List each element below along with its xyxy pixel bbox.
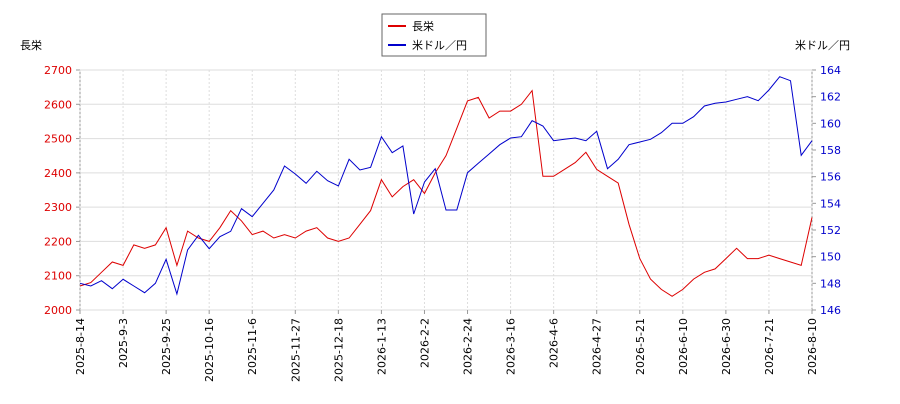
y2-axis-label: 米ドル／円 xyxy=(795,39,850,52)
x-tick-label: 2026-6-10 xyxy=(677,318,690,375)
y2-tick-label: 162 xyxy=(820,91,841,104)
y2-tick-label: 160 xyxy=(820,117,841,130)
y2-tick-label: 158 xyxy=(820,144,841,157)
y-tick-label: 2500 xyxy=(44,133,72,146)
y2-tick-label: 156 xyxy=(820,171,841,184)
y-axis-label: 長栄 xyxy=(20,38,42,52)
x-tick-label: 2025-12-18 xyxy=(332,318,345,382)
y-tick-label: 2300 xyxy=(44,201,72,214)
x-tick-label: 2026-2-2 xyxy=(418,318,431,368)
y-tick-label: 2400 xyxy=(44,167,72,180)
x-tick-label: 2026-4-27 xyxy=(591,318,604,375)
x-tick-label: 2026-7-21 xyxy=(763,318,776,375)
y-tick-label: 2200 xyxy=(44,235,72,248)
x-tick-label: 2025-9-25 xyxy=(160,318,173,375)
x-tick-label: 2026-8-10 xyxy=(806,318,819,375)
legend-label: 米ドル／円 xyxy=(412,39,467,52)
y2-tick-label: 164 xyxy=(820,64,841,77)
y-tick-label: 2700 xyxy=(44,64,72,77)
y-tick-label: 2100 xyxy=(44,270,72,283)
y2-tick-label: 150 xyxy=(820,251,841,264)
y-tick-label: 2000 xyxy=(44,304,72,317)
x-tick-label: 2026-4-6 xyxy=(548,318,561,368)
x-tick-label: 2026-3-16 xyxy=(505,318,518,375)
y2-tick-label: 152 xyxy=(820,224,841,237)
legend-label: 長栄 xyxy=(412,19,434,33)
x-tick-label: 2026-2-24 xyxy=(462,318,475,375)
legend-box xyxy=(381,13,487,57)
plot-area xyxy=(79,69,813,311)
y2-tick-label: 154 xyxy=(820,197,841,210)
series-line xyxy=(79,76,813,296)
y2-tick-label: 146 xyxy=(820,304,841,317)
x-tick-label: 2025-10-16 xyxy=(203,318,216,382)
y2-tick-label: 148 xyxy=(820,277,841,290)
x-tick-label: 2026-1-13 xyxy=(375,318,388,375)
x-tick-label: 2026-5-21 xyxy=(634,318,647,375)
x-tick-label: 2025-9-3 xyxy=(117,318,130,368)
x-tick-label: 2026-6-30 xyxy=(720,318,733,375)
x-tick-label: 2025-11-27 xyxy=(289,318,302,382)
y-tick-label: 2600 xyxy=(44,98,72,111)
x-tick-label: 2025-8-14 xyxy=(74,318,87,375)
x-tick-label: 2025-11-6 xyxy=(246,318,259,375)
